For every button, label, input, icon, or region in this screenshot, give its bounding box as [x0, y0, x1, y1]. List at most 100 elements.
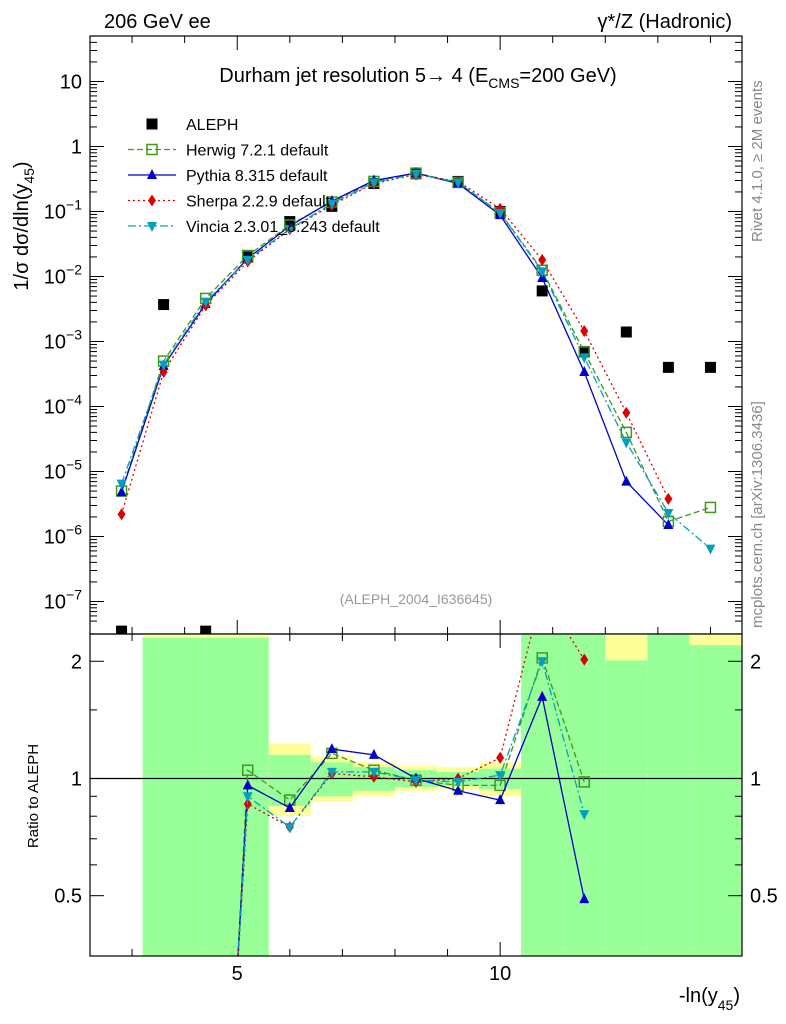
y-axis-label: 1/σ dσ/dln(y45) — [11, 161, 37, 290]
header-energy-label: 206 GeV ee — [104, 11, 211, 33]
data-point-vincia — [116, 479, 127, 490]
stat-uncertainty-band — [563, 634, 606, 956]
y-tick-label: 10−2 — [44, 262, 82, 289]
data-point-pythia — [663, 519, 674, 530]
legend: ALEPH Herwig 7.2.1 default Pythia 8.315 de… — [128, 117, 380, 236]
data-point-aleph — [578, 346, 590, 358]
data-point-aleph — [704, 361, 716, 373]
ratio-tick-label-left: 0.5 — [54, 886, 82, 908]
series-line-pythia — [120, 172, 669, 526]
data-point-aleph — [158, 299, 170, 311]
legend-marker — [147, 169, 157, 179]
ratio-point-pythia — [579, 893, 590, 904]
mcplots-label: mcplots.cern.ch [arXiv:1306.3436] — [749, 401, 766, 628]
data-point-vincia — [411, 169, 421, 180]
ratio-point-sherpa — [496, 751, 505, 764]
data-point-vincia — [200, 297, 211, 308]
ratio-line-herwig — [237, 655, 585, 956]
legend-label: Pythia 8.315 default — [186, 168, 328, 185]
ratio-point-vincia — [368, 767, 379, 778]
data-point-vincia — [326, 199, 337, 210]
data-point-vincia — [495, 208, 506, 219]
ratio-point-pythia — [284, 801, 295, 812]
stat-uncertainty-band — [521, 634, 564, 956]
data-point-vincia — [705, 544, 716, 555]
ratio-point-vincia — [242, 792, 253, 803]
data-point-aleph — [536, 285, 548, 297]
ratio-tick-label-right: 2 — [750, 651, 761, 673]
data-point-pythia — [116, 486, 127, 497]
data-point-vincia — [453, 178, 464, 189]
data-point-aleph — [200, 625, 212, 634]
uncertainty-bands — [142, 634, 742, 956]
series-layer — [115, 167, 717, 634]
data-point-sherpa — [159, 365, 168, 378]
data-point-vincia — [368, 178, 379, 189]
data-point-aleph — [662, 361, 674, 373]
stat-uncertainty-band — [205, 637, 269, 956]
ratio-tick-label-left: 1 — [71, 768, 82, 790]
ratio-point-herwig — [241, 764, 254, 776]
y-tick-label: 10−7 — [44, 587, 82, 614]
stat-uncertainty-band — [142, 637, 206, 956]
ratio-series-layer — [237, 634, 591, 956]
y-tick-label: 10−1 — [44, 197, 82, 224]
ratio-line-sherpa — [237, 634, 585, 956]
y-tick-label: 10 — [60, 72, 82, 94]
y-tick-label: 10−6 — [44, 522, 82, 549]
legend-label: ALEPH — [186, 117, 238, 134]
y-tick-label: 10−5 — [44, 457, 82, 484]
stat-uncertainty-band — [268, 754, 311, 806]
data-point-vincia — [663, 508, 674, 519]
x-axis-label: -ln(y45) — [679, 985, 740, 1013]
ratio-point-vincia — [326, 767, 337, 778]
data-point-sherpa — [117, 508, 126, 521]
header-process-label: γ*/Z (Hadronic) — [598, 11, 732, 33]
data-point-vincia — [242, 255, 253, 266]
ratio-point-pythia — [537, 690, 548, 701]
ratio-point-sherpa — [580, 653, 589, 666]
y-tick-label: 1 — [71, 137, 82, 159]
legend-label: Vincia 2.3.01_8.243 default — [186, 219, 380, 236]
ratio-frame — [89, 633, 743, 957]
ratio-line-pythia — [237, 694, 585, 956]
ratio-point-pythia — [495, 794, 506, 805]
ratio-point-vincia — [411, 776, 421, 787]
ratio-point-vincia — [495, 771, 506, 782]
ratio-y-axis-label: Ratio to ALEPH — [25, 744, 42, 848]
data-point-vincia — [621, 438, 632, 449]
ratio-tick-label-right: 0.5 — [750, 886, 778, 908]
ratio-point-vincia — [537, 657, 548, 668]
data-point-vincia — [158, 360, 169, 371]
data-point-sherpa — [580, 325, 589, 338]
data-point-aleph — [620, 326, 632, 338]
ratio-tick-label-left: 2 — [71, 651, 82, 673]
data-point-sherpa — [664, 492, 673, 505]
data-point-sherpa — [622, 406, 631, 419]
y-tick-label: 10−4 — [44, 392, 82, 419]
ratio-line-vincia — [237, 659, 585, 956]
ratio-point-pythia — [242, 779, 253, 790]
ratio-point-pythia — [453, 784, 464, 795]
legend-marker — [147, 222, 157, 232]
data-point-sherpa — [538, 253, 547, 266]
data-point-herwig — [704, 501, 717, 514]
data-point-vincia — [284, 224, 295, 235]
data-point-aleph — [116, 625, 128, 634]
legend-marker — [146, 118, 158, 130]
x-tick-label: 10 — [489, 963, 511, 985]
ratio-tick-label-right: 1 — [750, 768, 761, 790]
data-point-herwig — [620, 426, 633, 439]
ratio-panel: 5 10 2 2 1 1 0.5 0.5 — [54, 633, 778, 985]
ratio-point-vincia — [284, 823, 295, 834]
data-point-pythia — [579, 365, 590, 376]
x-tick-label: 5 — [232, 963, 243, 985]
chart-title: Durham jet resolution 5→ 4 (ECMS=200 GeV… — [219, 65, 616, 91]
analysis-watermark: (ALEPH_2004_I636645) — [340, 591, 493, 607]
data-point-vincia — [579, 353, 590, 364]
ratio-point-pythia — [368, 748, 379, 759]
legend-marker — [146, 143, 158, 156]
y-tick-label: 10−3 — [44, 327, 82, 354]
rivet-version-label: Rivet 4.1.0, ≥ 2M events — [749, 80, 766, 242]
